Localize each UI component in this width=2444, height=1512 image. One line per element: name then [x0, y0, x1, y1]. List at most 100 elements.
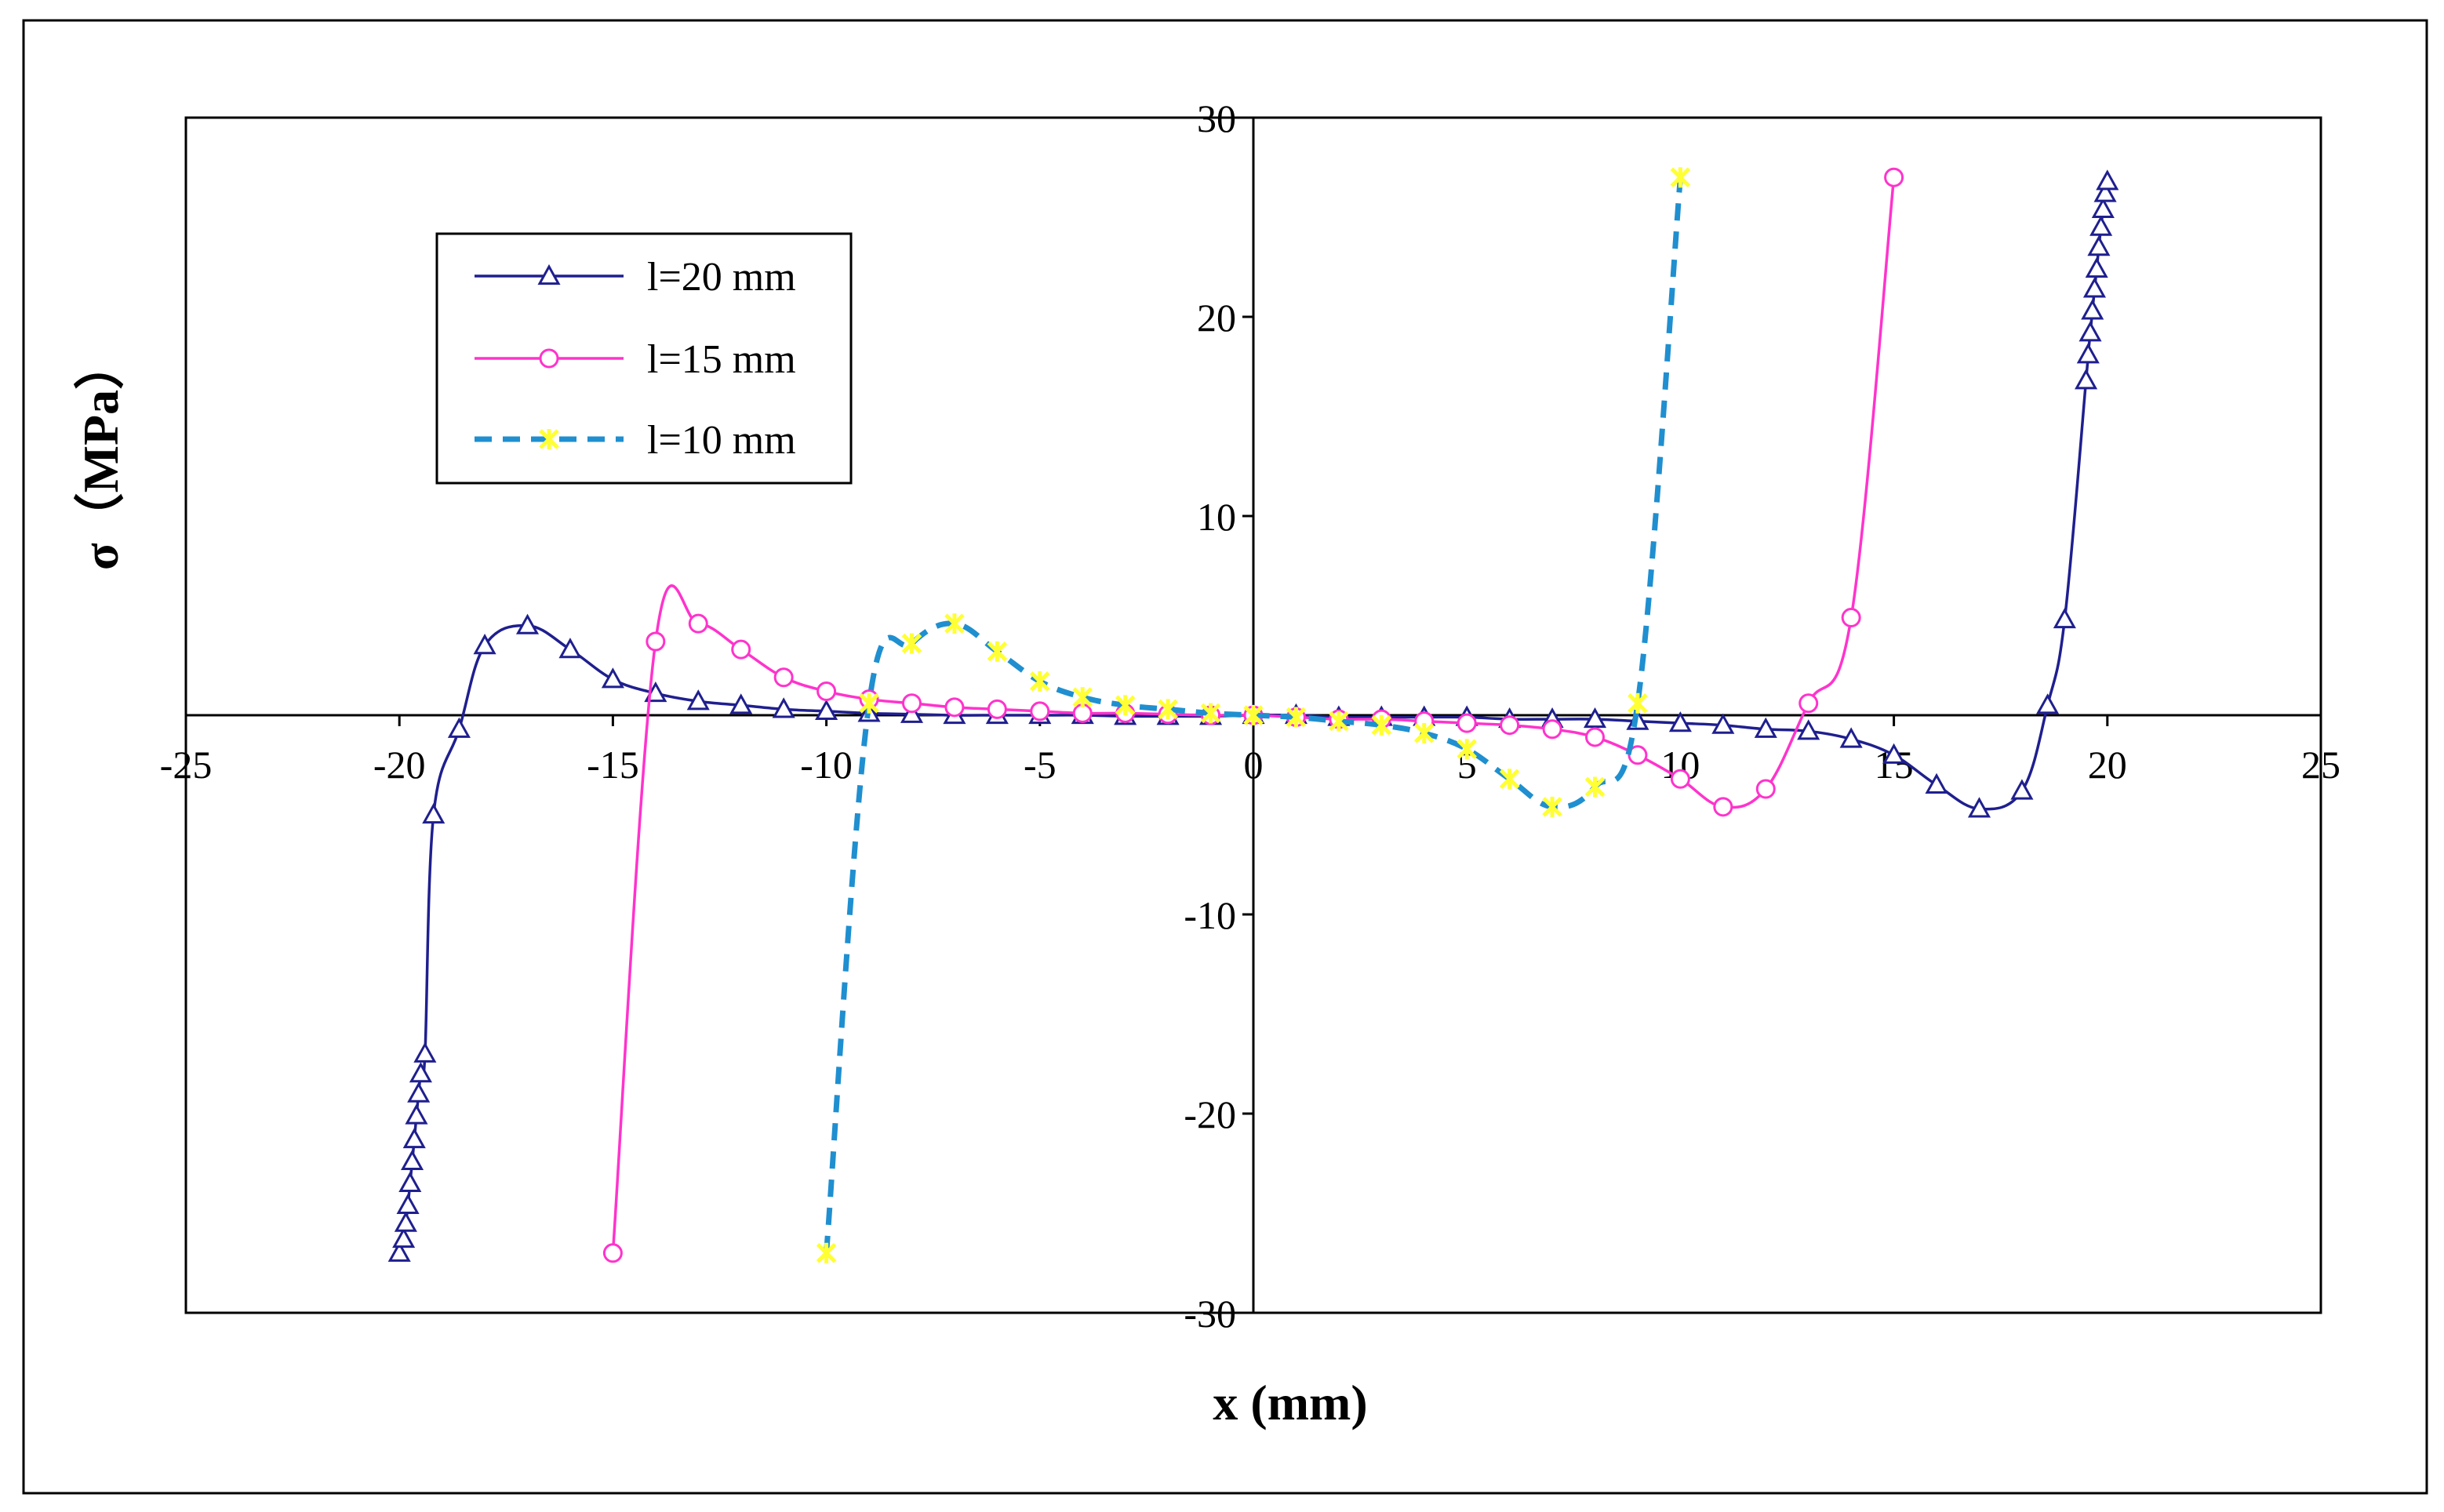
- circle-marker: [1713, 797, 1733, 817]
- triangle-marker: [686, 689, 710, 711]
- x-tick-label: -25: [160, 743, 213, 787]
- star-marker: [1286, 707, 1307, 728]
- circle-marker: [1500, 715, 1520, 736]
- triangle-marker: [402, 1127, 426, 1149]
- triangle-marker: [2053, 607, 2076, 629]
- circle-marker: [1542, 719, 1562, 740]
- triangle-marker: [413, 1041, 437, 1063]
- star-marker: [1670, 167, 1691, 188]
- triangle-marker: [515, 613, 540, 634]
- triangle-marker: [2093, 181, 2117, 202]
- circle-marker: [646, 631, 666, 652]
- circle-marker: [816, 681, 837, 702]
- triangle-marker: [2085, 256, 2108, 278]
- triangle-marker: [400, 1149, 424, 1171]
- legend-item: l=10 mm: [475, 418, 796, 463]
- y-axis-title: σ（MPa）: [73, 340, 129, 570]
- star-marker: [1542, 796, 1562, 817]
- triangle-marker: [900, 702, 924, 723]
- circle-marker: [1755, 779, 1776, 799]
- y-tick-label: 10: [1197, 495, 1236, 539]
- triangle-marker: [1839, 727, 1863, 748]
- circle-marker: [602, 1243, 623, 1263]
- triangle-marker: [2036, 693, 2060, 714]
- circle-marker: [773, 667, 794, 688]
- triangle-marker: [407, 1081, 431, 1103]
- legend-triangle-marker: [537, 264, 561, 285]
- y-tick-group: -30 -20 -10 10 20 30: [1184, 96, 1253, 1336]
- triangle-marker: [2082, 277, 2107, 298]
- triangle-marker: [2091, 197, 2115, 218]
- triangle-marker: [409, 1062, 432, 1083]
- star-marker: [1200, 703, 1221, 724]
- legend-item: l=20 mm: [475, 255, 796, 300]
- star-marker: [1243, 705, 1264, 725]
- triangle-marker: [398, 1171, 422, 1192]
- triangle-marker: [601, 667, 624, 689]
- triangle-marker: [1967, 797, 1991, 818]
- star-marker: [1413, 722, 1435, 743]
- circle-marker: [688, 613, 708, 634]
- x-tick-label: -10: [800, 743, 853, 787]
- figure-frame: [22, 19, 2428, 1495]
- star-marker: [1628, 692, 1648, 714]
- x-axis-title: x (mm): [1213, 1375, 1367, 1430]
- star-marker: [944, 613, 965, 634]
- triangle-marker: [2096, 169, 2119, 191]
- x-tick-label: -15: [587, 743, 639, 787]
- circle-marker: [1030, 701, 1050, 721]
- legend-label: l=20 mm: [647, 255, 796, 300]
- triangle-marker: [394, 1211, 417, 1232]
- triangle-marker: [815, 699, 838, 721]
- legend-label: l=10 mm: [647, 418, 796, 463]
- star-marker: [1584, 776, 1606, 798]
- legend: l=20 mm l=15 mm l=10 mm: [435, 232, 853, 485]
- triangle-marker: [1583, 707, 1607, 729]
- triangle-marker: [729, 693, 753, 714]
- triangle-marker: [1711, 713, 1735, 734]
- circle-marker: [1884, 167, 1904, 187]
- x-tick-label: 25: [2301, 743, 2340, 787]
- circle-marker: [944, 697, 965, 718]
- y-tick-label: -20: [1184, 1092, 1236, 1136]
- star-marker: [1371, 714, 1392, 736]
- star-marker: [859, 692, 879, 714]
- star-marker: [1329, 711, 1349, 732]
- star-marker: [1030, 671, 1050, 692]
- circle-marker: [901, 693, 922, 714]
- triangle-marker: [392, 1227, 416, 1248]
- star-marker: [1457, 739, 1477, 760]
- triangle-marker: [2076, 343, 2100, 364]
- triangle-marker: [558, 638, 582, 659]
- triangle-marker: [396, 1193, 420, 1214]
- circle-marker: [987, 699, 1007, 719]
- legend-circle-marker: [539, 348, 559, 369]
- star-marker: [1499, 769, 1520, 790]
- triangle-marker: [473, 634, 496, 655]
- circle-marker: [1798, 693, 1819, 714]
- triangle-marker: [2075, 369, 2098, 390]
- series-layer: [387, 167, 2119, 1263]
- triangle-marker: [2087, 235, 2111, 256]
- x-tick-label: -5: [1024, 743, 1057, 787]
- circle-marker: [1457, 713, 1477, 733]
- star-marker: [987, 641, 1008, 662]
- x-tick-label: -20: [373, 743, 426, 787]
- y-tick-label: 20: [1197, 296, 1236, 340]
- triangle-marker: [1668, 711, 1692, 732]
- triangle-marker: [2081, 299, 2104, 320]
- triangle-marker: [447, 717, 471, 738]
- circle-marker: [1670, 769, 1690, 789]
- x-tick-label: 0: [1244, 743, 1264, 787]
- triangle-marker: [2010, 779, 2034, 800]
- triangle-marker: [1882, 743, 1906, 764]
- star-marker: [1158, 699, 1178, 720]
- triangle-marker: [772, 697, 795, 718]
- star-marker: [901, 633, 922, 654]
- x-tick-group: -25 -20 -15 -10 -5 0 5 10 15 20 25: [160, 715, 2340, 787]
- star-marker: [1072, 687, 1093, 708]
- circle-marker: [1628, 745, 1648, 765]
- y-tick-label: 30: [1197, 96, 1236, 140]
- star-marker: [1115, 695, 1136, 716]
